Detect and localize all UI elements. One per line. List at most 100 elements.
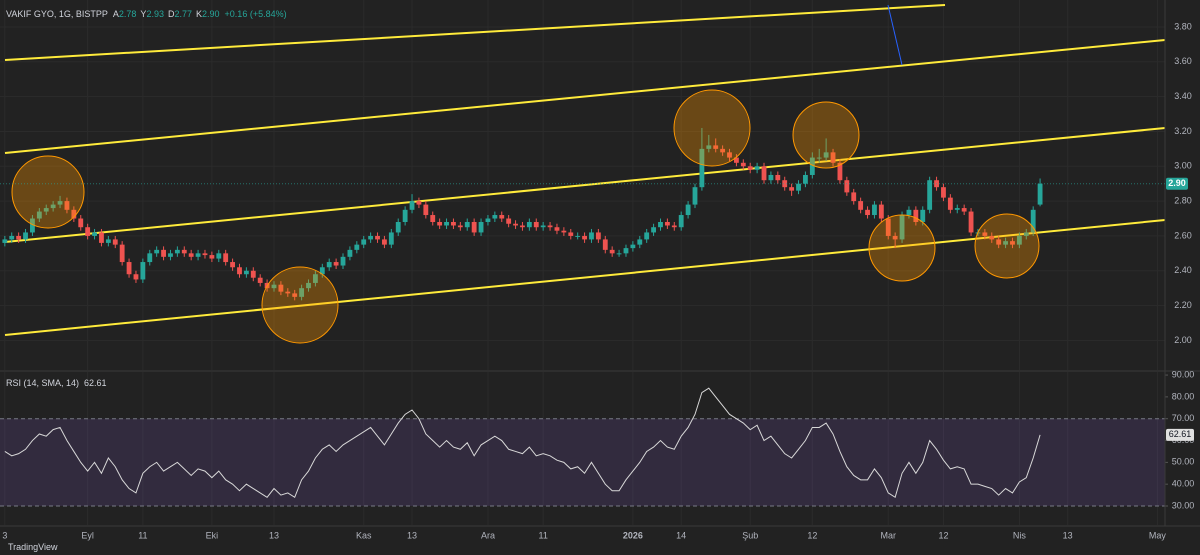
- candle-body: [499, 215, 505, 219]
- candle-body: [71, 209, 77, 219]
- candle-body: [568, 232, 574, 236]
- candle-body: [575, 235, 581, 237]
- candle-body: [1023, 232, 1029, 236]
- candle-body: [223, 253, 229, 263]
- candle-body: [823, 152, 829, 158]
- symbol: VAKIF GYO, 1G, BISTPP: [6, 9, 108, 19]
- candle-body: [927, 180, 933, 210]
- candle-body: [685, 204, 691, 216]
- candle-body: [906, 209, 912, 216]
- candle-body: [533, 222, 539, 228]
- candle-body: [692, 187, 698, 205]
- candle-body: [720, 148, 726, 153]
- rsi-value: 62.61: [84, 378, 107, 388]
- candle-body: [188, 253, 194, 257]
- candle-body: [775, 174, 781, 181]
- candle-body: [85, 227, 91, 236]
- candle-body: [727, 152, 732, 158]
- ohlc-item: Y2.93: [140, 9, 164, 19]
- ohlc-key: D: [167, 9, 175, 19]
- candle-body: [50, 204, 56, 209]
- candle-body: [678, 215, 684, 228]
- candle-body: [437, 222, 443, 226]
- candle-body: [747, 166, 753, 170]
- highlight-circle: [11, 155, 85, 229]
- candle-body: [651, 227, 657, 233]
- candle-body: [23, 232, 28, 240]
- x-tick-label: 11: [538, 530, 547, 540]
- candle-body: [582, 235, 587, 240]
- candle-body: [243, 270, 249, 275]
- rsi-last-box: [1166, 428, 1194, 441]
- candle-body: [444, 222, 449, 226]
- candle-body: [161, 249, 166, 257]
- x-tick-label: Ara: [481, 530, 495, 540]
- channel-line: [4, 4, 946, 61]
- candle-body: [789, 187, 795, 191]
- candle-body: [865, 209, 870, 216]
- candle-body: [637, 239, 643, 245]
- candle-body: [982, 232, 988, 236]
- rsi-tick-label: 50.00: [1172, 457, 1195, 467]
- candle-body: [554, 227, 560, 231]
- candle-body: [299, 288, 305, 297]
- candle-body: [202, 253, 208, 256]
- candle-body: [388, 232, 394, 245]
- y-tick-label: 2.20: [1174, 300, 1192, 310]
- candle-body: [36, 211, 42, 219]
- candle-body: [174, 249, 180, 254]
- y-tick-label: 2.80: [1174, 195, 1192, 205]
- candle-body: [319, 267, 325, 275]
- change: +0.16 (+5.84%): [224, 9, 287, 19]
- x-tick-label: Şub: [742, 530, 758, 540]
- candle-body: [126, 262, 132, 275]
- rsi-tick-label: 90.00: [1172, 369, 1195, 379]
- candle-body: [809, 157, 815, 175]
- candle-body: [803, 174, 808, 184]
- candle-body: [947, 197, 953, 210]
- candle-body: [1016, 235, 1022, 245]
- candle-body: [754, 166, 760, 170]
- highlight-circle: [792, 101, 860, 169]
- candle-body: [326, 262, 332, 268]
- candle-body: [844, 180, 850, 193]
- candle-body: [333, 262, 339, 266]
- x-tick-label: Nis: [1013, 530, 1026, 540]
- candle-body: [1003, 241, 1008, 245]
- symbol-legend: VAKIF GYO, 1G, BISTPP A2.78 Y2.93 D2.77 K2.…: [6, 9, 287, 19]
- ohlc-item: D2.77: [168, 9, 192, 19]
- candle-body: [312, 274, 318, 283]
- candle-body: [989, 235, 995, 240]
- candle-body: [671, 225, 677, 228]
- candle-body: [658, 222, 663, 228]
- ohlc-value: 2.90: [202, 9, 220, 19]
- candle-body: [105, 239, 111, 243]
- candle-body: [457, 225, 463, 228]
- candle-body: [347, 249, 353, 257]
- ohlc-key: K: [196, 9, 203, 19]
- candle-body: [961, 208, 967, 212]
- candle-body: [996, 239, 1002, 245]
- candle-body: [602, 239, 608, 250]
- candle-body: [340, 256, 346, 266]
- candle-body: [589, 232, 594, 240]
- candle-body: [382, 239, 387, 245]
- last-price-box: [1166, 177, 1188, 190]
- candle-body: [595, 232, 601, 240]
- candle-body: [209, 255, 215, 259]
- channel-line: [4, 219, 1166, 336]
- x-tick-label: 14: [676, 530, 686, 540]
- candle-body: [492, 215, 498, 219]
- candle-body: [409, 201, 415, 210]
- candle-body: [885, 218, 891, 236]
- x-tick-label: 13: [269, 530, 279, 540]
- candle-body: [1030, 209, 1036, 233]
- ohlc: A2.78 Y2.93 D2.77 K2.90: [113, 9, 220, 19]
- y-tick-label: 3.60: [1174, 56, 1192, 66]
- x-tick-label: 3: [2, 530, 7, 540]
- highlight-circle: [868, 214, 936, 282]
- candle-body: [181, 249, 187, 254]
- candle-body: [119, 244, 125, 263]
- candle-body: [837, 162, 843, 181]
- candle-body: [430, 215, 436, 222]
